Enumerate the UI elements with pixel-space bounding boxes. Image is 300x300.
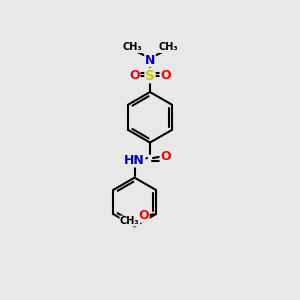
Text: N: N <box>145 54 155 67</box>
Text: O: O <box>160 69 171 82</box>
Text: O: O <box>129 69 140 82</box>
Text: HN: HN <box>124 154 145 167</box>
Text: O: O <box>139 209 149 222</box>
Text: CH₃: CH₃ <box>122 43 142 52</box>
Text: O: O <box>160 150 171 163</box>
Text: CH₃: CH₃ <box>158 43 178 52</box>
Text: CH₃: CH₃ <box>120 216 140 226</box>
Text: S: S <box>145 69 155 83</box>
